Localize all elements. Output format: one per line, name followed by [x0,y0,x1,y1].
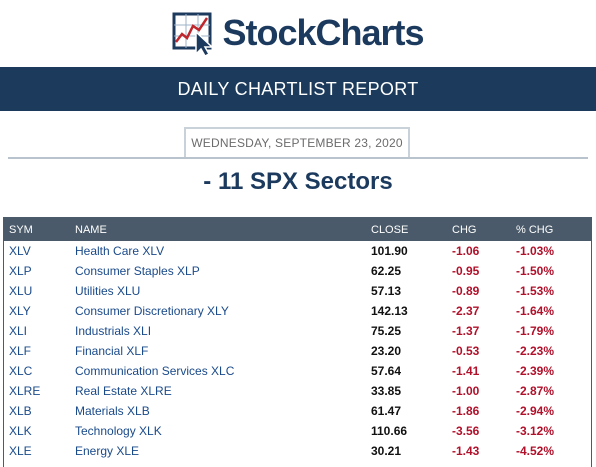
row-pct-chg: -1.53% [516,284,555,298]
report-date: WEDNESDAY, SEPTEMBER 23, 2020 [184,127,410,157]
row-name[interactable]: Consumer Staples XLP [75,264,200,278]
header-close: CLOSE [371,218,452,241]
row-symbol[interactable]: XLI [9,324,28,338]
row-symbol[interactable]: XLV [9,244,31,258]
row-chg: -1.37 [452,324,480,338]
row-chg: -1.06 [452,244,480,258]
row-symbol[interactable]: XLY [9,304,31,318]
sector-table: SYM NAME CLOSE CHG % CHG XLV Health Care… [3,217,592,467]
row-name[interactable]: Consumer Discretionary XLY [75,304,229,318]
report-banner: DAILY CHARTLIST REPORT [0,67,596,111]
row-chg: -3.56 [452,424,480,438]
divider [8,157,588,159]
header-name: NAME [75,218,371,241]
row-pct-chg: -1.79% [516,324,555,338]
row-name[interactable]: Materials XLB [75,404,150,418]
row-symbol[interactable]: XLF [9,344,32,358]
row-close: 30.21 [371,444,402,458]
row-symbol[interactable]: XLE [9,444,32,458]
row-close: 142.13 [371,304,408,318]
table-row[interactable]: XLRE Real Estate XLRE 33.85 -1.00 -2.87% [4,381,591,401]
row-name[interactable]: Utilities XLU [75,284,141,298]
row-symbol[interactable]: XLP [9,264,32,278]
row-pct-chg: -3.12% [516,424,555,438]
table-row[interactable]: XLV Health Care XLV 101.90 -1.06 -1.03% [4,241,591,261]
row-chg: -2.37 [452,304,480,318]
row-name[interactable]: Energy XLE [75,444,140,458]
table-row[interactable]: XLC Communication Services XLC 57.64 -1.… [4,361,591,381]
row-name[interactable]: Real Estate XLRE [75,384,172,398]
row-symbol[interactable]: XLC [9,364,33,378]
row-chg: -0.53 [452,344,480,358]
table-row[interactable]: XLP Consumer Staples XLP 62.25 -0.95 -1.… [4,261,591,281]
row-chg: -1.86 [452,404,480,418]
row-pct-chg: -2.87% [516,384,555,398]
table-row[interactable]: XLK Technology XLK 110.66 -3.56 -3.12% [4,421,591,441]
header-sym: SYM [4,218,75,241]
row-close: 57.64 [371,364,402,378]
chartlist-title: - 11 SPX Sectors [203,168,393,195]
banner-title: DAILY CHARTLIST REPORT [177,78,419,99]
row-symbol[interactable]: XLRE [9,384,41,398]
row-close: 62.25 [371,264,402,278]
row-close: 101.90 [371,244,408,258]
header-logo[interactable]: StockCharts [0,0,596,66]
row-symbol[interactable]: XLK [9,424,32,438]
row-pct-chg: -1.50% [516,264,555,278]
row-symbol[interactable]: XLB [9,404,32,418]
row-close: 75.25 [371,324,402,338]
row-symbol[interactable]: XLU [9,284,33,298]
chart-cursor-icon [172,12,215,56]
row-close: 23.20 [371,344,402,358]
row-pct-chg: -2.94% [516,404,555,418]
row-name[interactable]: Financial XLF [75,344,149,358]
table-row[interactable]: XLY Consumer Discretionary XLY 142.13 -2… [4,301,591,321]
row-pct-chg: -1.03% [516,244,555,258]
row-close: 57.13 [371,284,402,298]
row-name[interactable]: Health Care XLV [75,244,165,258]
table-row[interactable]: XLI Industrials XLI 75.25 -1.37 -1.79% [4,321,591,341]
header-pct-chg: % CHG [516,218,591,241]
table-header-row: SYM NAME CLOSE CHG % CHG [4,218,591,241]
brand-name: StockCharts [222,12,424,53]
row-chg: -1.41 [452,364,480,378]
row-pct-chg: -4.52% [516,444,555,458]
table-row[interactable]: XLF Financial XLF 23.20 -0.53 -2.23% [4,341,591,361]
row-close: 33.85 [371,384,402,398]
table-row[interactable]: XLB Materials XLB 61.47 -1.86 -2.94% [4,401,591,421]
table-row[interactable]: XLU Utilities XLU 57.13 -0.89 -1.53% [4,281,591,301]
row-chg: -0.95 [452,264,480,278]
row-chg: -1.43 [452,444,480,458]
row-chg: -1.00 [452,384,480,398]
row-close: 110.66 [371,424,408,438]
row-chg: -0.89 [452,284,480,298]
row-close: 61.47 [371,404,402,418]
row-pct-chg: -2.39% [516,364,555,378]
header-chg: CHG [452,218,516,241]
row-pct-chg: -1.64% [516,304,555,318]
table-row[interactable]: XLE Energy XLE 30.21 -1.43 -4.52% [4,441,591,461]
row-name[interactable]: Technology XLK [75,424,162,438]
row-name[interactable]: Communication Services XLC [75,364,235,378]
row-pct-chg: -2.23% [516,344,555,358]
row-name[interactable]: Industrials XLI [75,324,152,338]
